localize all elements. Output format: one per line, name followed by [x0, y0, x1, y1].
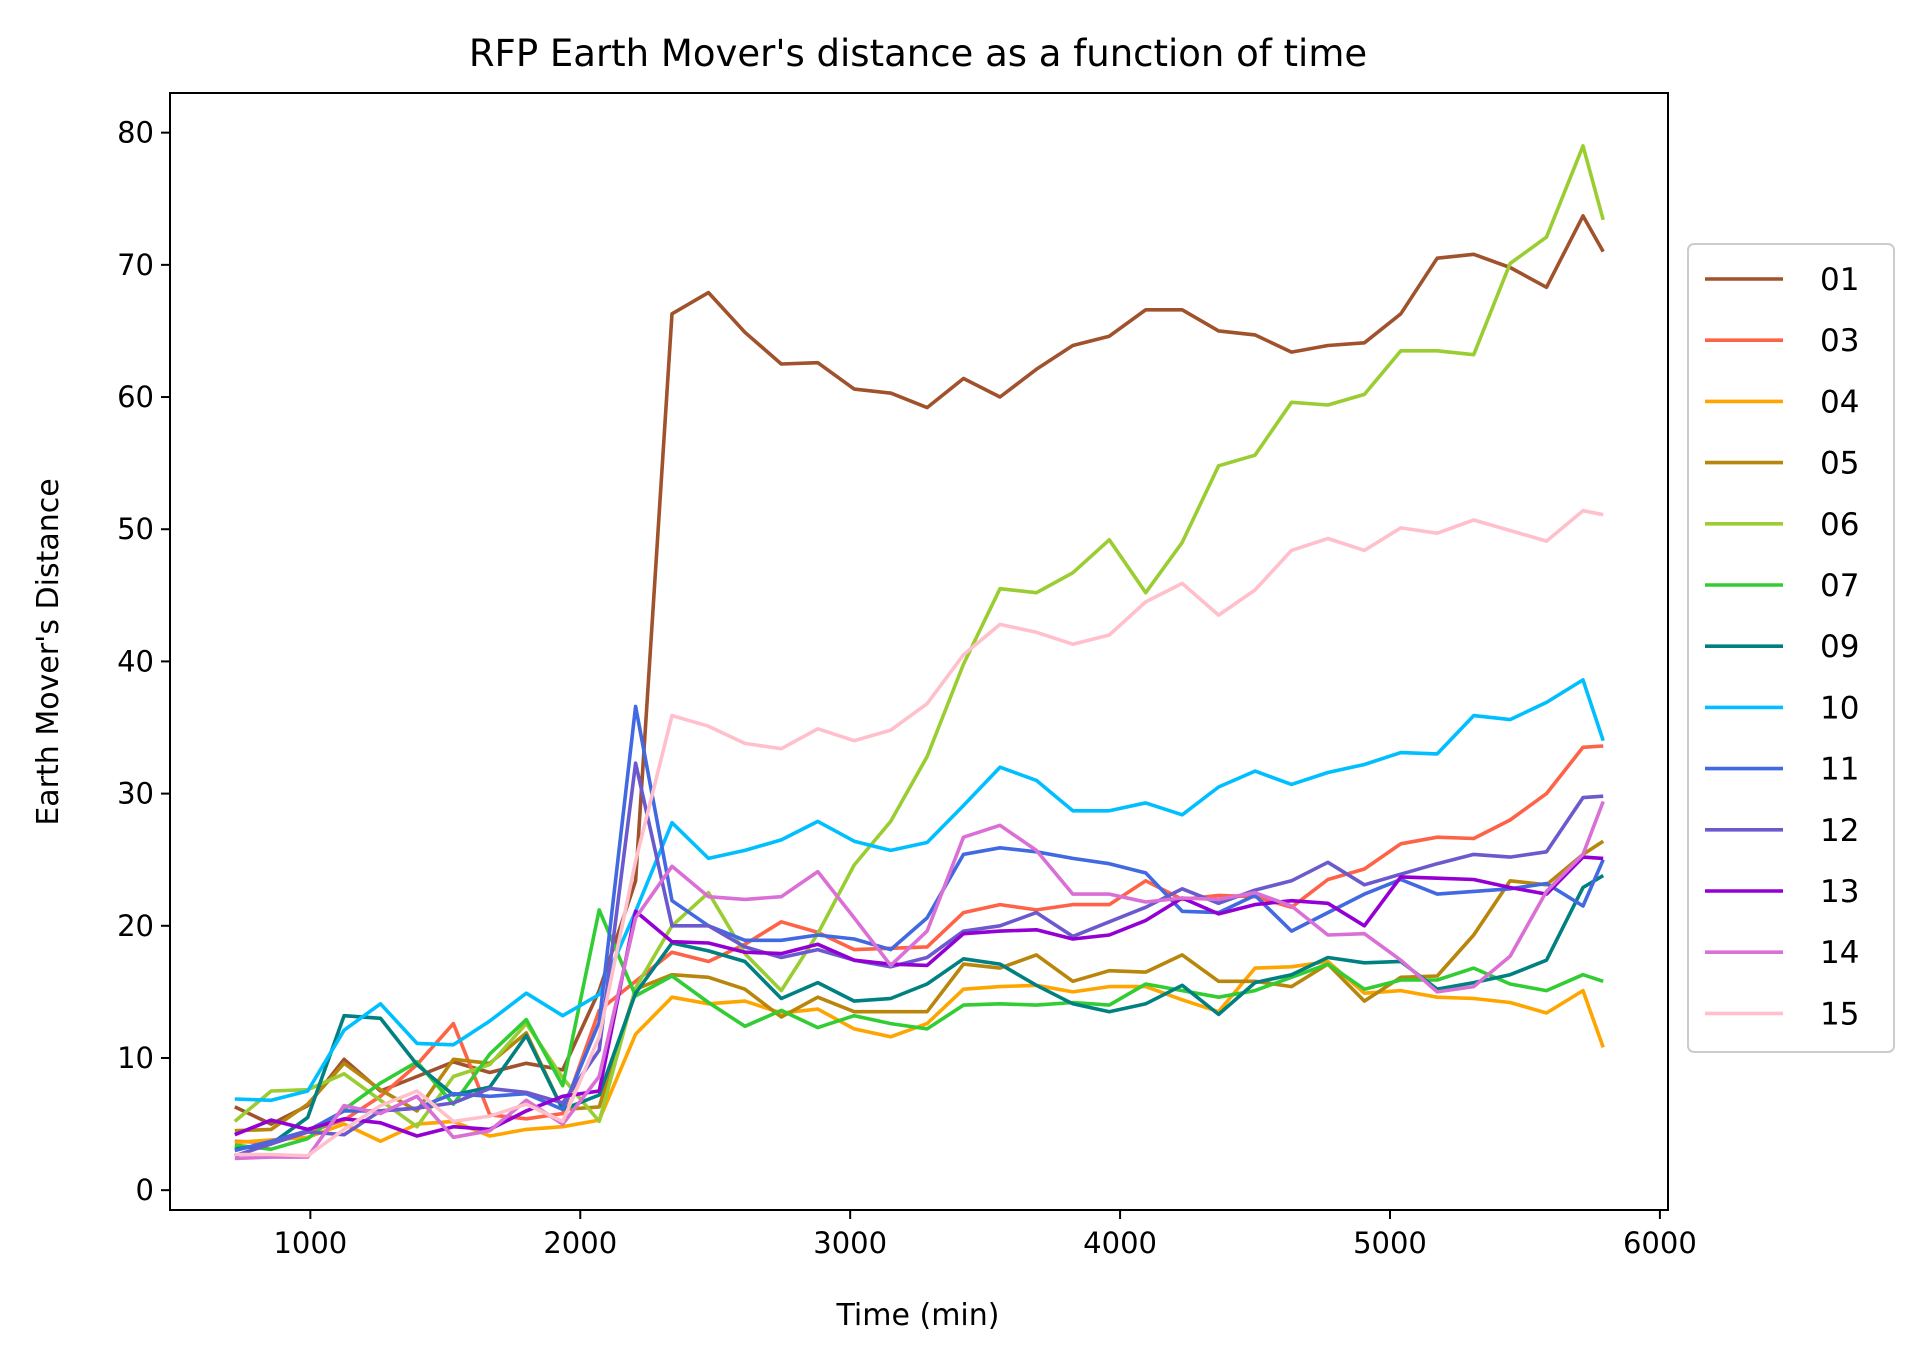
y-tick-label: 30: [117, 777, 154, 811]
x-axis-title: Time (min): [836, 1298, 1000, 1333]
x-axis: 1000 2000 3000 4000 5000 6000: [273, 1210, 1697, 1260]
y-tick-label: 60: [117, 380, 154, 414]
legend-label-15: 15: [1820, 996, 1859, 1032]
x-tick-label: 3000: [813, 1226, 887, 1260]
y-axis-title: Earth Mover's Distance: [31, 478, 66, 825]
legend-label-05: 05: [1820, 446, 1859, 482]
series-line-01: [234, 214, 1605, 1126]
legend-label-01: 01: [1820, 262, 1859, 298]
y-tick-label: 70: [117, 248, 154, 282]
x-tick-label: 6000: [1623, 1226, 1697, 1260]
series-line-12: [234, 761, 1604, 1158]
series-line-07: [234, 908, 1604, 1151]
legend-label-06: 06: [1820, 507, 1859, 543]
legend-label-10: 10: [1820, 690, 1859, 726]
series-line-06: [233, 144, 1605, 1129]
x-tick-label: 1000: [273, 1226, 347, 1260]
legend-label-09: 09: [1820, 629, 1859, 665]
legend-label-04: 04: [1820, 384, 1859, 420]
x-tick-label: 4000: [1083, 1226, 1157, 1260]
series-line-14: [234, 800, 1605, 1161]
y-axis: 0 10 20 30 40 50 60 70 80: [117, 116, 170, 1207]
plot-frame: [169, 92, 1669, 1211]
x-tick-label: 2000: [543, 1226, 617, 1260]
series-line-13: [234, 855, 1604, 1138]
y-tick-label: 40: [117, 644, 154, 678]
series-line-09: [234, 874, 1605, 1151]
legend-label-03: 03: [1820, 323, 1859, 359]
y-tick-label: 80: [117, 116, 154, 150]
chart-title: RFP Earth Mover's distance as a function…: [469, 32, 1367, 75]
series-line-10: [234, 678, 1605, 1103]
legend-label-13: 13: [1820, 874, 1859, 910]
series-lines: [233, 144, 1605, 1161]
y-tick-label: 20: [117, 909, 154, 943]
y-tick-label: 50: [117, 512, 154, 546]
y-tick-label: 10: [117, 1041, 154, 1075]
legend-box: [1687, 243, 1895, 1053]
legend-label-12: 12: [1820, 813, 1859, 849]
y-tick-label: 0: [136, 1173, 154, 1207]
series-line-03: [234, 744, 1604, 1145]
legend-label-11: 11: [1820, 752, 1859, 788]
series-line-11: [234, 704, 1605, 1153]
series-line-15: [234, 508, 1604, 1158]
x-tick-label: 5000: [1353, 1226, 1427, 1260]
series-line-05: [234, 839, 1605, 1133]
legend: 01 03 04 05 06 07 09 10 11 12 13 14 15: [1687, 243, 1895, 1053]
legend-label-07: 07: [1820, 568, 1859, 604]
legend-label-14: 14: [1820, 935, 1859, 971]
